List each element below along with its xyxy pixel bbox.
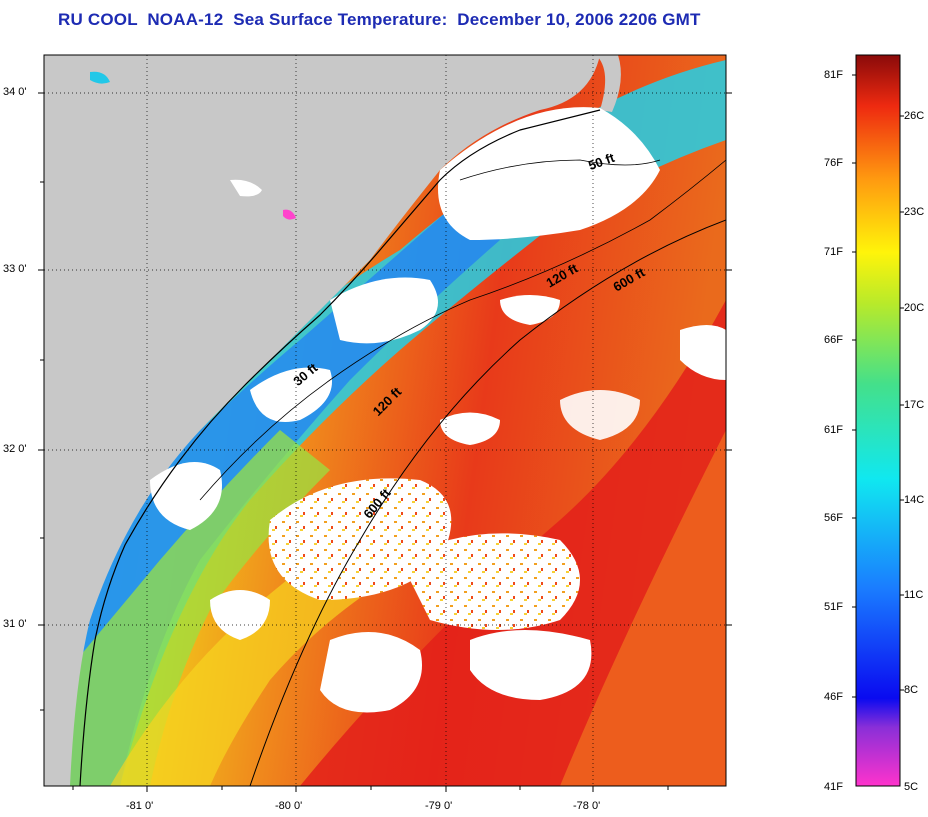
colorbar-f-56: 56F <box>824 512 843 524</box>
colorbar-f-76: 76F <box>824 157 843 169</box>
colorbar-c-23: 23C <box>904 206 925 218</box>
colorbar-c-20: 20C <box>904 302 925 314</box>
lon-label-81: -81 0' <box>126 800 154 812</box>
colorbar-f-61: 61F <box>824 424 843 436</box>
coastline <box>79 109 601 786</box>
lon-label-80: -80 0' <box>275 800 303 812</box>
colorbar-c-11: 11C <box>904 589 924 601</box>
colorbar-f-81: 81F <box>824 69 843 81</box>
colorbar-c-26: 26C <box>904 110 925 122</box>
lon-label-78: -78 0' <box>573 800 601 812</box>
graticule <box>44 55 726 786</box>
map-title: RU COOL NOAA-12 Sea Surface Temperature:… <box>58 10 701 29</box>
lat-label-34: 34 0' <box>3 86 27 98</box>
lat-label-32: 32 0' <box>3 443 27 455</box>
colorbar-f-41: 41F <box>824 781 843 793</box>
colorbar-f-71: 71F <box>824 246 843 258</box>
colorbar-f-46: 46F <box>824 691 843 703</box>
isobath-120ft-line <box>199 159 726 501</box>
colorbar-f-51: 51F <box>824 601 843 613</box>
lon-label-79: -79 0' <box>425 800 453 812</box>
map-frame <box>44 55 726 786</box>
colorbar-c-5: 5C <box>904 781 919 793</box>
colorbar-c-8: 8C <box>904 684 919 696</box>
cloud-cover <box>150 107 726 713</box>
colorbar-c-14: 14C <box>904 494 925 506</box>
land <box>44 55 600 786</box>
colorbar <box>855 54 901 787</box>
colorbar-f-66: 66F <box>824 334 843 346</box>
lat-label-33: 33 0' <box>3 263 27 275</box>
colorbar-c-17: 17C <box>904 399 925 411</box>
lat-label-31: 31 0' <box>3 618 27 630</box>
isobath-600ft-line <box>249 219 726 786</box>
